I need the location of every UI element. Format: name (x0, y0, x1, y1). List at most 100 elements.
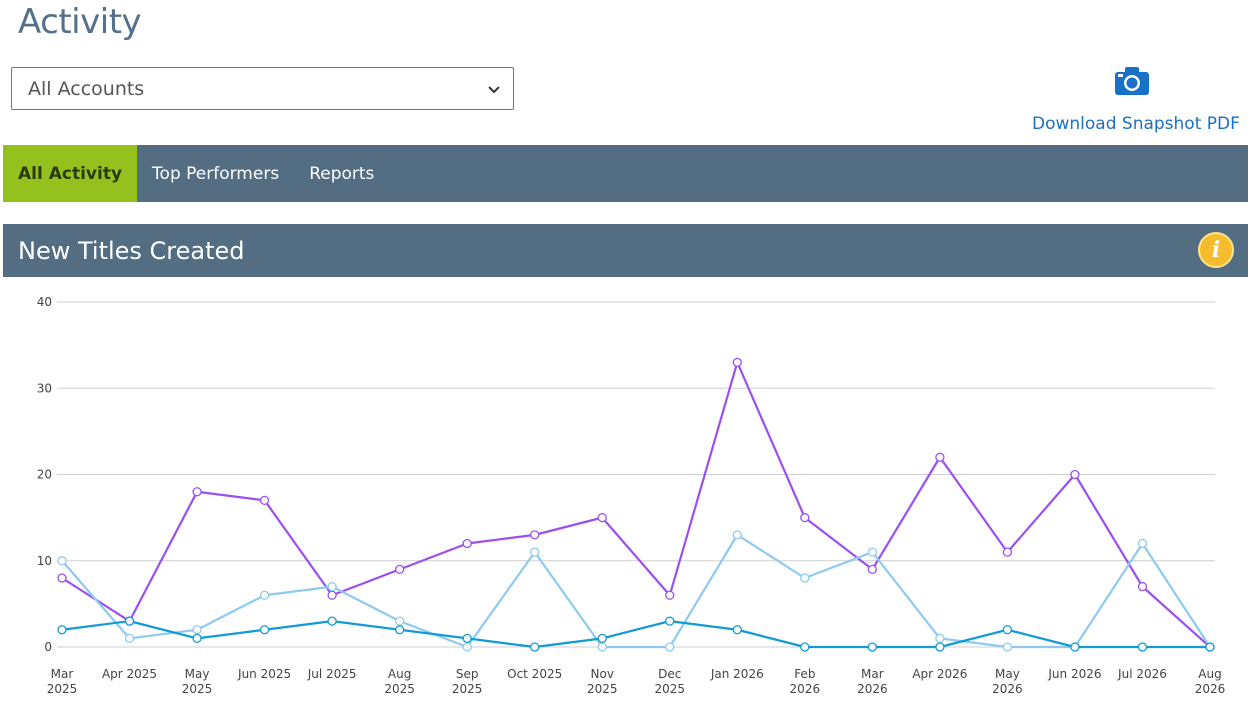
x-tick-label: 2025 (452, 682, 483, 696)
data-point (259, 590, 270, 600)
data-point (124, 616, 135, 626)
data-point (732, 530, 742, 540)
data-point (462, 538, 472, 549)
data-point (57, 556, 67, 566)
data-point (530, 642, 540, 652)
x-tick-label: 2026 (857, 682, 888, 696)
data-point (259, 625, 270, 635)
page-title: Activity (18, 2, 142, 42)
data-point (665, 616, 675, 626)
x-tick-label: 2025 (47, 682, 78, 696)
data-point (800, 573, 810, 583)
x-tick-label: May (995, 667, 1020, 681)
y-tick-label: 20 (37, 468, 52, 482)
account-select[interactable]: All Accounts (11, 67, 514, 110)
x-tick-label: Jun 2026 (1047, 667, 1101, 681)
data-point (394, 625, 405, 635)
data-point (530, 547, 540, 557)
x-tick-label: Apr 2026 (912, 667, 967, 681)
data-point (867, 547, 878, 557)
x-tick-label: Feb (794, 667, 815, 681)
data-point (597, 642, 607, 652)
x-tick-label: Oct 2025 (507, 667, 562, 681)
nav-bar: All Activity Top Performers Reports (3, 145, 1248, 202)
tab-all-activity[interactable]: All Activity (3, 145, 138, 202)
series-line (61, 620, 1210, 649)
chevron-down-icon (488, 85, 500, 93)
x-tick-label: 2026 (790, 682, 821, 696)
data-point (327, 616, 337, 626)
data-point (327, 590, 337, 600)
data-point (259, 495, 270, 506)
data-point (57, 625, 67, 635)
data-point (800, 642, 810, 652)
data-point (124, 633, 135, 644)
x-tick-label: 2026 (1195, 682, 1226, 696)
y-tick-label: 30 (37, 381, 52, 395)
y-tick-label: 10 (37, 554, 52, 568)
data-point (192, 633, 202, 644)
data-point (935, 452, 945, 462)
data-point (665, 590, 675, 600)
series-line (61, 533, 1211, 649)
x-tick-label: Apr 2025 (102, 667, 157, 681)
y-tick-label: 40 (37, 295, 52, 309)
data-point (597, 512, 607, 523)
x-tick-label: Jul 2025 (307, 667, 357, 681)
data-point (462, 633, 472, 644)
data-point (57, 573, 67, 583)
data-point (192, 625, 202, 635)
data-point (1070, 469, 1080, 480)
data-point (1002, 547, 1013, 557)
data-point (327, 581, 337, 592)
data-point (665, 642, 675, 652)
x-tick-label: 2025 (587, 682, 618, 696)
data-point (1070, 642, 1080, 652)
data-point (530, 530, 540, 540)
data-point (732, 625, 742, 635)
x-tick-label: May (185, 667, 210, 681)
x-tick-label: Jul 2026 (1117, 667, 1167, 681)
account-select-value: All Accounts (28, 77, 145, 100)
x-tick-label: Sep (456, 667, 479, 681)
tab-top-performers[interactable]: Top Performers (152, 163, 280, 184)
data-point (935, 642, 945, 652)
x-tick-label: 2025 (182, 682, 213, 696)
data-point (394, 564, 405, 575)
x-tick-label: Aug (388, 667, 411, 681)
x-tick-label: 2025 (384, 682, 415, 696)
camera-icon[interactable] (1114, 66, 1150, 100)
data-point (1137, 642, 1148, 652)
data-point (1002, 625, 1013, 635)
data-point (1002, 642, 1013, 652)
x-tick-label: Jun 2025 (237, 667, 291, 681)
section-title: New Titles Created (18, 236, 245, 265)
x-tick-label: Dec (658, 667, 681, 681)
x-tick-label: 2026 (992, 682, 1023, 696)
y-tick-label: 0 (44, 640, 52, 654)
series-line (61, 361, 1211, 648)
data-point (1137, 538, 1148, 549)
x-tick-label: Aug (1198, 667, 1221, 681)
data-point (732, 357, 742, 368)
x-tick-label: Mar (861, 667, 884, 681)
data-point (597, 633, 607, 644)
data-point (192, 487, 202, 497)
data-point (394, 616, 405, 626)
info-icon[interactable]: i (1198, 232, 1234, 268)
data-point (462, 642, 472, 652)
download-snapshot-link[interactable]: Download Snapshot PDF (1032, 114, 1240, 134)
data-point (867, 564, 878, 575)
x-tick-label: Jan 2026 (710, 667, 764, 681)
data-point (800, 512, 810, 523)
section-header: New Titles Created i (3, 224, 1248, 277)
data-point (935, 633, 945, 644)
x-tick-label: 2025 (654, 682, 685, 696)
x-tick-label: Nov (591, 667, 614, 681)
data-point (1205, 642, 1215, 652)
data-point (867, 642, 878, 652)
x-tick-label: Mar (51, 667, 74, 681)
data-point (1137, 581, 1148, 592)
tab-reports[interactable]: Reports (309, 163, 375, 184)
